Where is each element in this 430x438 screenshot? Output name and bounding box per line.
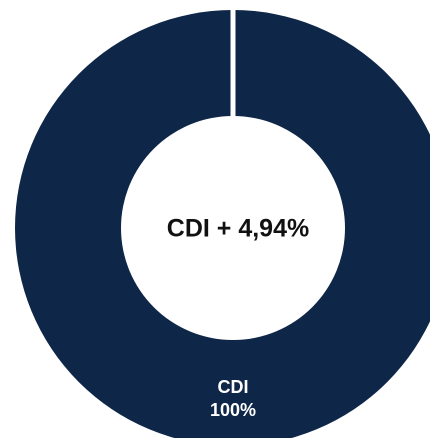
- slices-layer: [15, 10, 430, 438]
- donut-slice-cdi: [15, 10, 430, 438]
- slice-label-value: 100%: [210, 400, 256, 420]
- slice-label-name: CDI: [218, 377, 249, 397]
- center-label: CDI + 4,94%: [167, 215, 309, 243]
- slice-labels-layer: CDI 100%: [210, 377, 256, 420]
